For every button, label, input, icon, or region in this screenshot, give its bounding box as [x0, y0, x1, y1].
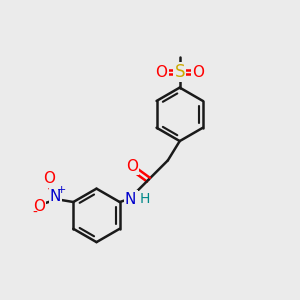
Text: H: H	[140, 192, 150, 206]
Text: O: O	[155, 64, 167, 80]
Text: O: O	[33, 199, 45, 214]
Text: -: -	[32, 206, 37, 220]
Text: O: O	[44, 171, 56, 186]
Text: N: N	[50, 189, 61, 204]
Text: N: N	[125, 191, 136, 206]
Text: +: +	[57, 185, 66, 195]
Text: S: S	[175, 63, 185, 81]
Text: O: O	[126, 159, 138, 174]
Text: O: O	[192, 64, 204, 80]
